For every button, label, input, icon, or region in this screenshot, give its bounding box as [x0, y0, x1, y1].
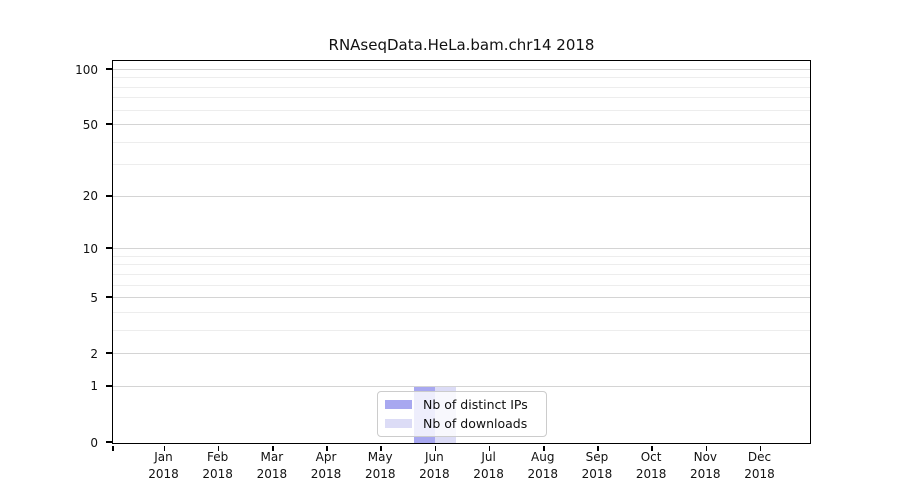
y-tick-mark — [105, 441, 112, 443]
y-tick-label: 0 — [90, 435, 98, 450]
y-tick-mark — [105, 296, 112, 298]
x-tick-mark — [543, 446, 545, 451]
minor-gridline — [113, 284, 810, 286]
minor-gridline — [113, 164, 810, 166]
y-tick-label: 5 — [90, 290, 98, 305]
y-tick-mark — [105, 247, 112, 249]
minor-gridline — [113, 86, 810, 88]
y-tick-mark — [105, 352, 112, 354]
x-tick-mark — [326, 446, 328, 451]
minor-gridline — [113, 255, 810, 257]
minor-gridline — [113, 264, 810, 266]
legend: Nb of distinct IPs Nb of downloads — [377, 391, 547, 437]
x-tick-label: Dec 2018 — [744, 450, 775, 481]
y-tick-mark — [105, 195, 112, 197]
legend-label-distinct-ips: Nb of distinct IPs — [423, 397, 528, 412]
x-tick-label: May 2018 — [364, 450, 396, 481]
x-tick-mark — [759, 446, 762, 451]
x-tick-mark — [163, 446, 166, 451]
legend-item-distinct-ips: Nb of distinct IPs — [385, 397, 538, 412]
chart-title: RNAseqData.HeLa.bam.chr14 2018 — [328, 36, 595, 54]
x-tick-mark — [597, 446, 599, 451]
x-tick-mark — [272, 446, 274, 451]
y-tick-mark — [105, 68, 112, 70]
minor-gridline — [113, 141, 810, 143]
x-tick-label: Oct 2018 — [635, 450, 667, 481]
major-gridline — [113, 69, 810, 70]
minor-gridline — [113, 273, 810, 275]
minor-gridline — [113, 109, 810, 111]
minor-gridline — [113, 97, 810, 99]
minor-gridline — [113, 329, 810, 331]
x-tick-label: Jul 2018 — [473, 450, 504, 481]
major-gridline — [113, 124, 810, 126]
x-tick-label: Feb 2018 — [202, 450, 233, 481]
x-tick-mark — [651, 446, 653, 451]
y-axis-labels: 0 1 2 5 10 20 50 100 — [0, 60, 104, 450]
y-tick-mark — [105, 123, 112, 125]
y-tick-label: 100 — [75, 62, 98, 77]
x-tick-label: Sep 2018 — [581, 450, 613, 481]
x-tick-label: Aug 2018 — [527, 450, 559, 481]
y-tick-label: 20 — [82, 189, 98, 204]
x-tick-mark — [380, 446, 382, 451]
x-axis-labels: Jan 2018 Feb 2018 Mar 2018 Apr 2018 May 2018 Jun 20… — [112, 449, 811, 489]
x-tick-label: Nov 2018 — [690, 450, 721, 481]
x-tick-label: Jan 2018 — [148, 450, 179, 481]
minor-gridline — [113, 311, 810, 313]
legend-swatch-distinct-ips-icon — [385, 400, 412, 409]
y-tick-label: 10 — [82, 241, 98, 256]
major-gridline — [113, 385, 810, 387]
major-gridline — [113, 248, 810, 250]
x-tick-label: Apr 2018 — [310, 450, 342, 481]
minor-gridline — [113, 77, 810, 79]
major-gridline — [113, 353, 810, 355]
legend-swatch-downloads-icon — [385, 419, 412, 428]
major-gridline — [113, 195, 810, 197]
x-tick-label: Mar 2018 — [256, 450, 288, 481]
x-tick-mark — [434, 446, 437, 451]
y-tick-label: 1 — [90, 379, 98, 394]
x-tick-mark — [705, 446, 708, 451]
x-tick-mark — [217, 446, 220, 451]
y-tick-mark — [105, 385, 112, 387]
legend-label-downloads: Nb of downloads — [423, 416, 528, 431]
y-tick-label: 50 — [82, 117, 98, 132]
legend-item-downloads: Nb of downloads — [385, 416, 538, 431]
x-tick-mark — [488, 446, 491, 451]
plot-area: Nb of distinct IPs Nb of downloads — [105, 60, 811, 451]
y-tick-label: 2 — [90, 346, 98, 361]
x-tick-label: Jun 2018 — [419, 450, 450, 481]
major-gridline — [113, 297, 810, 299]
x-tick-mark — [112, 446, 114, 451]
